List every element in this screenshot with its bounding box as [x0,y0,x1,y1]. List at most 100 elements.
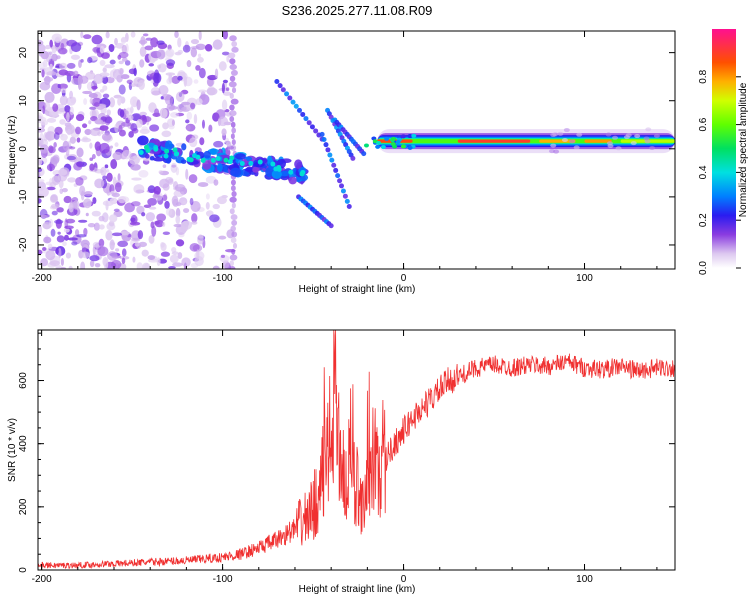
heatmap-cell [645,127,652,132]
heatmap-cell [46,71,57,76]
heatmap-cell [160,251,170,257]
heatmap-cell [151,225,157,237]
heatmap-cell [111,192,120,198]
heatmap-cell [38,127,46,133]
heatmap-cell [81,123,88,129]
heatmap-cell [221,82,225,94]
heatmap-cell [41,69,45,78]
heatmap-cell [121,44,127,54]
heatmap-cell [49,39,53,48]
heatmap-cell [216,196,227,205]
heatmap-cell [107,251,118,261]
colorbar-tick-label: 0.4 [698,165,709,179]
heatmap-cell [323,142,329,148]
heatmap-cell [390,141,396,146]
heatmap-cell [181,101,191,106]
heatmap-cell [114,37,118,46]
heatmap-cell [174,31,179,39]
heatmap-cell [152,193,159,199]
heatmap-cell [615,146,622,151]
heatmap-cell [72,200,80,210]
heatmap-cell [156,49,166,60]
heatmap-cell [50,228,56,237]
heatmap-cell [221,99,228,111]
heatmap-cell [248,160,254,166]
heatmap-cell [101,212,109,223]
heatmap-cell [197,182,209,187]
heatmap-cell [303,116,309,122]
heatmap-cell [167,178,174,185]
heatmap-cell [218,61,227,71]
heatmap-cell [154,220,160,225]
heatmap-cell [210,157,216,163]
heatmap-cell [104,164,109,169]
heatmap-cell [112,151,123,161]
heatmap-cell [70,54,81,60]
heatmap-cell [175,207,181,218]
heatmap-cell [643,136,650,141]
heatmap-cell [87,223,96,228]
heatmap-cell [169,254,179,264]
heatmap-cell [139,128,150,135]
heatmap-cell [156,213,167,222]
heatmap-cell [40,258,49,267]
heatmap-cell [118,124,123,133]
heatmap-cell [306,120,312,126]
heatmap-cell [38,198,42,204]
heatmap-cell [204,43,213,52]
heatmap-cell [39,107,44,112]
heatmap-cell [114,142,119,147]
heatmap-cell [193,79,199,84]
heatmap-cell [129,96,139,108]
heatmap-cell [60,133,68,141]
heatmap-cell [227,159,233,165]
heatmap-cell [49,218,54,228]
heatmap-cell [190,46,200,50]
heatmap-cell [573,145,580,150]
spectrogram-x-tick-label: 100 [576,273,593,284]
heatmap-cell [630,141,637,146]
heatmap-cell [58,69,69,76]
heatmap-cell [120,96,126,104]
heatmap-cell [119,256,130,260]
heatmap-cell [83,227,88,236]
heatmap-cell [230,185,236,192]
heatmap-cell [190,47,198,58]
heatmap-cell [89,255,100,262]
heatmap-cell [139,46,147,57]
heatmap-cell [105,229,113,241]
heatmap-cell [50,156,60,165]
heatmap-cell [124,60,131,66]
heatmap-cell [284,91,290,97]
spectrogram-x-tick-label: 0 [401,273,407,284]
heatmap-cell [49,181,57,188]
heatmap-cell [653,133,660,138]
heatmap-cell [576,132,583,137]
heatmap-cell [181,257,191,267]
heatmap-cell [299,171,305,177]
heatmap-cell [198,67,206,79]
heatmap-cell [288,176,297,185]
spectrogram-frame [37,30,676,270]
heatmap-cell [296,107,302,113]
heatmap-cell [106,169,110,173]
heatmap-cell [59,95,68,106]
heatmap-cell [400,134,406,139]
heatmap-cell [138,79,145,91]
heatmap-cell [213,179,219,186]
heatmap-cell [89,260,95,268]
heatmap-cell [45,131,56,141]
heatmap-cell [51,33,62,42]
heatmap-cell [309,124,315,130]
heatmap-cell [216,163,223,173]
heatmap-cell [165,72,176,76]
heatmap-cell [625,133,632,138]
heatmap-cell [44,91,55,103]
snr-x-tick-label: 0 [401,574,407,585]
heatmap-cell [46,117,57,123]
heatmap-cell [39,144,49,154]
spectrogram-x-axis: -200 -100 0 100 [32,31,658,284]
heatmap-cell [60,258,64,266]
heatmap-cell [130,31,136,38]
colorbar-tick-label: 0.6 [698,117,709,131]
